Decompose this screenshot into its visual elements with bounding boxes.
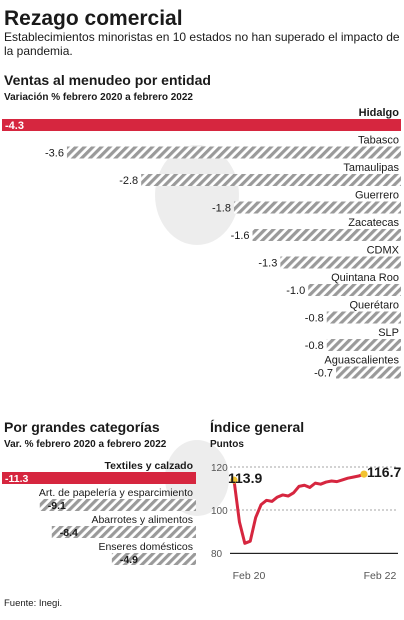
chart1-bar-0	[2, 119, 401, 131]
chart3-end-point	[360, 470, 368, 478]
chart2-value-label-1: -9.1	[48, 500, 66, 512]
chart2-bar-2	[51, 526, 196, 538]
chart2-bar-0	[2, 472, 196, 484]
chart2-bar-1	[39, 499, 196, 511]
chart1-category-label-1: Tabasco	[358, 135, 399, 147]
page-subtitle-line1: Establecimientos minoristas en 10 estado…	[4, 30, 400, 44]
chart2-bar-3	[111, 553, 196, 565]
chart3-end-label: 116.7	[367, 464, 401, 480]
chart1-category-label-9: Aguascalientes	[324, 355, 399, 367]
chart-indice-general: Índice general Puntos 120 100 80 113.9 116.7…	[210, 419, 401, 582]
chart1-value-label-2: -2.8	[119, 175, 138, 187]
chart3-xtick-0: Feb 20	[233, 570, 266, 582]
chart1-category-label-2: Tamaulipas	[343, 162, 399, 174]
chart1-bar-4	[252, 229, 401, 241]
chart-por-categorias: Por grandes categorías Var. % febrero 20…	[2, 419, 196, 566]
chart2-value-label-3: -4.9	[120, 554, 138, 566]
chart1-category-label-3: Guerrero	[355, 190, 399, 202]
chart1-value-label-8: -0.8	[305, 340, 324, 352]
chart1-category-label-4: Zacatecas	[348, 217, 399, 229]
chart1-bar-7	[326, 311, 401, 324]
chart1-bar-9	[336, 366, 401, 379]
chart1-bar-2	[141, 174, 402, 186]
chart3-xtick-1: Feb 22	[364, 570, 397, 582]
chart1-category-label-5: CDMX	[367, 245, 400, 257]
chart1-title: Ventas al menudeo por entidad	[4, 72, 211, 88]
chart3-ytick-120: 120	[211, 463, 228, 474]
chart1-value-label-9: -0.7	[314, 368, 333, 380]
chart1-value-label-6: -1.0	[286, 285, 305, 297]
chart1-category-label-0: Hidalgo	[359, 107, 400, 119]
chart2-category-label-1: Art. de papelería y esparcimiento	[39, 487, 193, 499]
chart1-value-label-0: -4.3	[5, 120, 24, 132]
chart2-value-label-0: -11.3	[5, 473, 29, 485]
watermark-eagle-logo	[155, 145, 239, 516]
chart1-value-label-7: -0.8	[305, 313, 324, 325]
chart1-bar-6	[308, 284, 401, 296]
chart2-category-label-0: Textiles y calzado	[104, 460, 193, 472]
chart3-title: Índice general	[210, 419, 304, 435]
chart1-value-label-3: -1.8	[212, 203, 231, 215]
chart1-category-label-7: Querétaro	[349, 300, 399, 312]
chart3-start-label: 113.9	[228, 470, 262, 486]
chart3-ytick-100: 100	[211, 506, 228, 517]
chart1-bar-8	[326, 339, 401, 351]
chart1-category-label-8: SLP	[378, 327, 399, 339]
chart1-bar-5	[280, 256, 401, 269]
chart2-category-label-3: Enseres domésticos	[98, 541, 193, 553]
chart1-value-label-1: -3.6	[45, 148, 64, 160]
chart1-value-label-5: -1.3	[258, 258, 277, 270]
chart1-value-label-4: -1.6	[231, 230, 250, 242]
chart3-series-line	[232, 472, 366, 545]
chart-ventas-por-entidad: Ventas al menudeo por entidad Variación …	[2, 72, 402, 380]
page-subtitle-line2: la pandemia.	[4, 44, 73, 58]
chart1-bar-1	[66, 146, 401, 159]
chart3-ytick-80: 80	[211, 549, 223, 560]
source-note: Fuente: Inegi.	[4, 598, 62, 609]
chart3-ylabel: Puntos	[210, 439, 244, 450]
page-title: Rezago comercial	[4, 7, 183, 30]
chart1-category-label-6: Quintana Roo	[331, 272, 399, 284]
chart2-subtitle: Var. % febrero 2020 a febrero 2022	[4, 439, 167, 450]
chart2-value-label-2: -8.4	[60, 527, 78, 539]
chart3-start-point	[230, 476, 238, 484]
chart2-category-label-2: Abarrotes y alimentos	[91, 514, 193, 526]
chart1-subtitle: Variación % febrero 2020 a febrero 2022	[4, 92, 193, 103]
chart2-title: Por grandes categorías	[4, 419, 160, 435]
chart1-bar-3	[233, 201, 401, 214]
